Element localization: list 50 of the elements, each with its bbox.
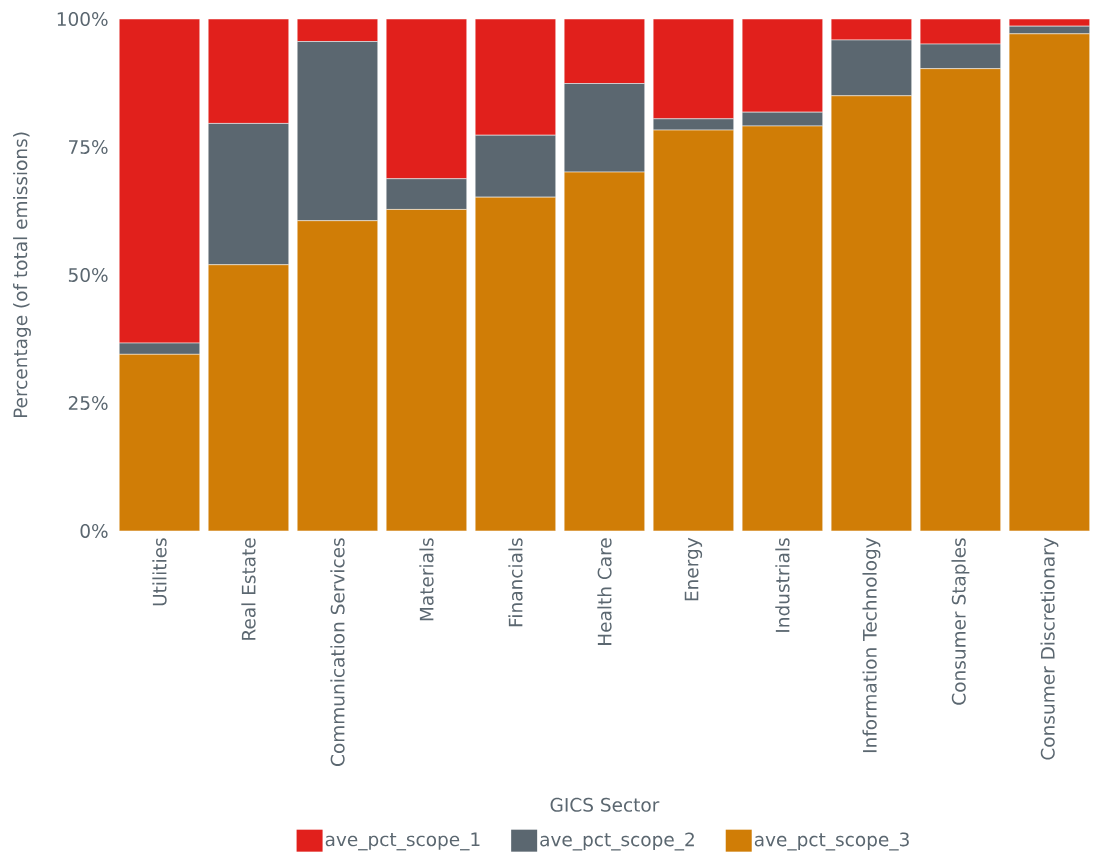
legend-label: ave_pct_scope_2	[540, 832, 694, 851]
y-tick-label: 75%	[69, 140, 108, 155]
bar	[830, 39, 912, 97]
bar	[385, 19, 467, 180]
bar	[385, 178, 467, 210]
bar	[741, 19, 823, 113]
bar	[1008, 33, 1090, 531]
x-tick-label: Industrials	[775, 538, 790, 632]
bar	[474, 135, 556, 198]
y-tick-label: 25%	[68, 396, 108, 410]
x-tick-label: Communication Services	[330, 538, 345, 767]
bar	[653, 130, 734, 531]
bar	[118, 19, 201, 344]
y-tick-label: 0%	[80, 523, 108, 538]
y-axis-title: Percentage (of total emissions)	[13, 132, 31, 418]
bar	[919, 43, 1001, 69]
bar	[652, 19, 734, 120]
bar	[208, 264, 289, 531]
bar	[386, 209, 467, 531]
bar	[919, 19, 1001, 45]
x-tick-label: Consumer Staples	[951, 538, 970, 705]
x-axis-title: GICS Sector	[550, 797, 660, 812]
bar	[475, 197, 556, 531]
bar	[296, 41, 378, 221]
bar	[474, 19, 556, 136]
bar	[563, 19, 645, 84]
bar	[920, 68, 1001, 531]
bar	[652, 118, 734, 131]
legend-label: ave_pct_scope_1	[325, 832, 480, 851]
bar	[831, 95, 912, 531]
legend-label: ave_pct_scope_3	[754, 832, 909, 851]
y-tick-label: 100%	[57, 12, 108, 27]
bar	[563, 83, 645, 173]
bar	[207, 19, 289, 124]
bar	[297, 220, 378, 531]
x-tick-label: Health Care	[597, 538, 612, 645]
bar	[119, 354, 200, 531]
x-tick-label: Consumer Discretionary	[1040, 537, 1059, 760]
x-tick-label: Energy	[684, 537, 703, 601]
bar	[742, 126, 823, 531]
x-tick-label: Information Technology	[862, 537, 881, 753]
y-tick-label: 50%	[68, 268, 108, 283]
bar	[741, 111, 823, 127]
bar	[564, 172, 645, 531]
x-tick-label: Materials	[419, 538, 434, 621]
x-tick-label: Utilities	[152, 538, 167, 606]
x-tick-label: Financials	[508, 538, 523, 627]
bar	[296, 19, 378, 42]
x-tick-label: Real Estate	[241, 538, 256, 640]
bar	[207, 123, 289, 266]
